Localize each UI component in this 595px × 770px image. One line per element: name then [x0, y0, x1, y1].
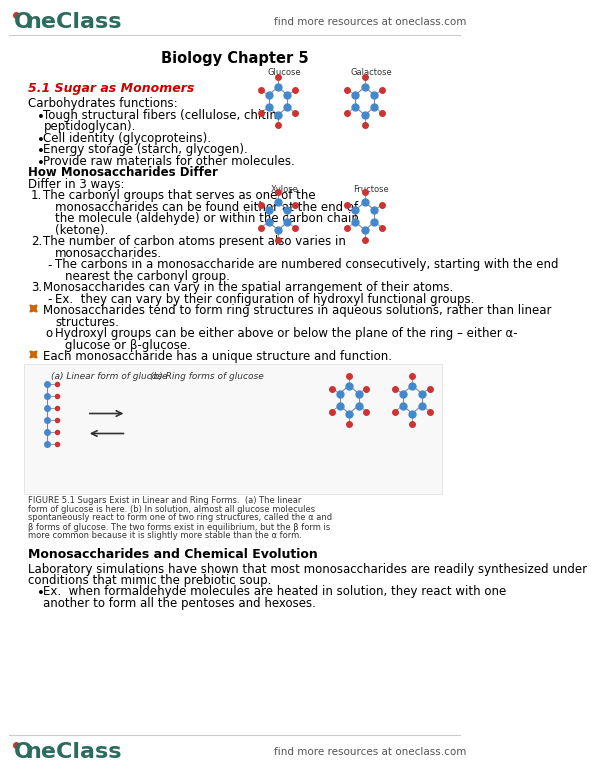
- Text: neClass: neClass: [25, 12, 122, 32]
- Text: Cell identity (glycoproteins).: Cell identity (glycoproteins).: [43, 132, 211, 145]
- Text: Monosaccharides and Chemical Evolution: Monosaccharides and Chemical Evolution: [27, 548, 317, 561]
- Text: Glucose: Glucose: [268, 68, 301, 77]
- Text: neClass: neClass: [25, 742, 122, 762]
- Text: Tough structural fibers (cellulose, chitin,: Tough structural fibers (cellulose, chit…: [43, 109, 281, 122]
- Text: Provide raw materials for other molecules.: Provide raw materials for other molecule…: [43, 155, 295, 168]
- Text: The carbonyl groups that serves as one of the: The carbonyl groups that serves as one o…: [43, 189, 316, 202]
- Text: monosaccharides can be found either at the end of: monosaccharides can be found either at t…: [55, 200, 358, 213]
- Text: more common because it is slightly more stable than the α form.: more common because it is slightly more …: [27, 531, 302, 541]
- Text: The number of carbon atoms present also varies in: The number of carbon atoms present also …: [43, 235, 346, 248]
- Text: find more resources at oneclass.com: find more resources at oneclass.com: [274, 747, 466, 757]
- Text: Monosaccharides tend to form ring structures in aqueous solutions, rather than l: Monosaccharides tend to form ring struct…: [43, 304, 552, 317]
- Text: form of glucose is here. (b) In solution, almost all glucose molecules: form of glucose is here. (b) In solution…: [27, 504, 315, 514]
- Text: (ketone).: (ketone).: [55, 223, 109, 236]
- Text: monosaccharides.: monosaccharides.: [55, 246, 162, 259]
- Text: (a) Linear form of glucose: (a) Linear form of glucose: [51, 371, 168, 380]
- Text: conditions that mimic the prebiotic soup.: conditions that mimic the prebiotic soup…: [27, 574, 271, 587]
- Text: 3.: 3.: [31, 281, 42, 294]
- Text: the molecule (aldehyde) or within the carbon chain: the molecule (aldehyde) or within the ca…: [55, 212, 359, 225]
- Text: Ex.  when formaldehyde molecules are heated in solution, they react with one: Ex. when formaldehyde molecules are heat…: [43, 585, 507, 598]
- Text: structures.: structures.: [55, 316, 119, 329]
- Text: nearest the carbonyl group.: nearest the carbonyl group.: [65, 270, 230, 283]
- Text: spontaneously react to form one of two ring structures, called the α and: spontaneously react to form one of two r…: [27, 514, 332, 523]
- Text: -: -: [48, 293, 52, 306]
- Text: 1.: 1.: [31, 189, 42, 202]
- Text: FIGURE 5.1 Sugars Exist in Linear and Ring Forms.  (a) The linear: FIGURE 5.1 Sugars Exist in Linear and Ri…: [27, 496, 301, 504]
- Text: o: o: [46, 327, 53, 340]
- Text: Monosaccharides can vary in the spatial arrangement of their atoms.: Monosaccharides can vary in the spatial …: [43, 281, 453, 294]
- Text: •: •: [37, 588, 45, 601]
- Text: -: -: [48, 259, 52, 272]
- Text: Differ in 3 ways:: Differ in 3 ways:: [27, 178, 124, 190]
- Text: Carbohydrates functions:: Carbohydrates functions:: [27, 97, 177, 110]
- Text: glucose or β-glucose.: glucose or β-glucose.: [65, 339, 190, 351]
- Text: How Monosaccharides Differ: How Monosaccharides Differ: [27, 166, 218, 179]
- Text: O: O: [14, 12, 33, 32]
- Text: The carbons in a monosaccharide are numbered consecutively, starting with the en: The carbons in a monosaccharide are numb…: [55, 258, 559, 271]
- Text: 2.: 2.: [31, 235, 42, 248]
- Text: peptidoglycan).: peptidoglycan).: [43, 120, 136, 133]
- Text: Fructose: Fructose: [353, 185, 389, 194]
- Text: •: •: [37, 133, 45, 146]
- Text: Energy storage (starch, glycogen).: Energy storage (starch, glycogen).: [43, 143, 248, 156]
- Text: β forms of glucose. The two forms exist in equilibrium, but the β form is: β forms of glucose. The two forms exist …: [27, 523, 330, 531]
- Text: find more resources at oneclass.com: find more resources at oneclass.com: [274, 17, 466, 27]
- Text: 5.1 Sugar as Monomers: 5.1 Sugar as Monomers: [27, 82, 194, 95]
- Text: Ex.  they can vary by their configuration of hydroxyl functional groups.: Ex. they can vary by their configuration…: [55, 293, 475, 306]
- Text: Hydroxyl groups can be either above or below the plane of the ring – either α-: Hydroxyl groups can be either above or b…: [55, 327, 518, 340]
- Text: •: •: [37, 111, 45, 123]
- Text: Biology Chapter 5: Biology Chapter 5: [161, 51, 308, 65]
- Text: Xylose: Xylose: [270, 185, 298, 194]
- Text: O: O: [14, 742, 33, 762]
- Text: Galactose: Galactose: [350, 68, 392, 77]
- Text: •: •: [37, 156, 45, 169]
- Text: Laboratory simulations have shown that most monosaccharides are readily synthesi: Laboratory simulations have shown that m…: [27, 563, 587, 575]
- Text: •: •: [37, 145, 45, 158]
- FancyBboxPatch shape: [24, 363, 442, 494]
- Text: (b) Ring forms of glucose: (b) Ring forms of glucose: [150, 371, 264, 380]
- Text: Each monosaccharide has a unique structure and function.: Each monosaccharide has a unique structu…: [43, 350, 393, 363]
- Text: another to form all the pentoses and hexoses.: another to form all the pentoses and hex…: [43, 597, 317, 610]
